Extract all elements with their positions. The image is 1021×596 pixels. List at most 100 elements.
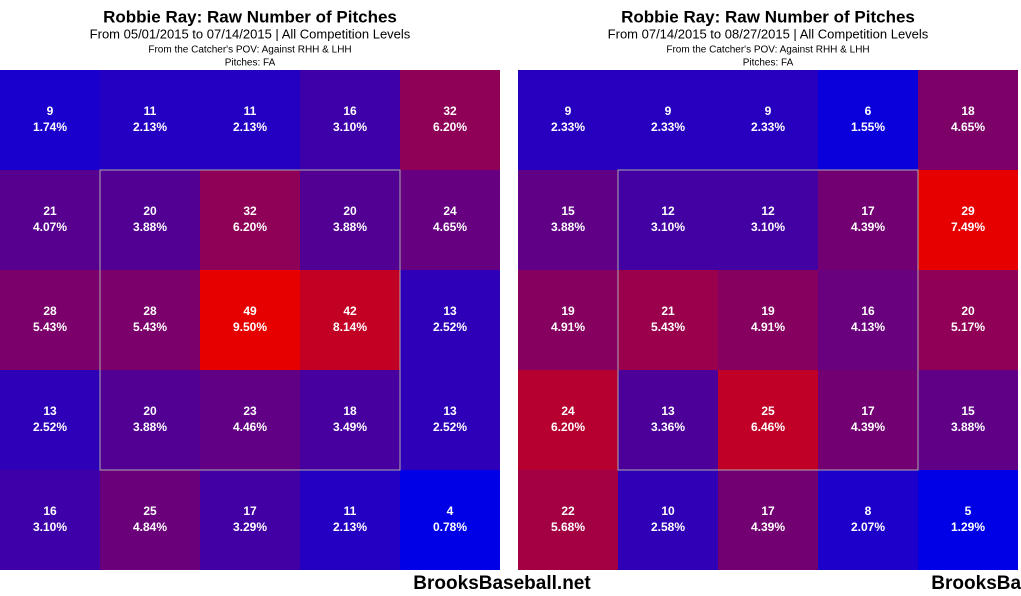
heat-cell <box>300 370 400 470</box>
cell-count: 42 <box>343 304 357 318</box>
heat-cell <box>300 270 400 370</box>
cell-percent: 2.52% <box>433 320 467 334</box>
cell-count: 32 <box>243 204 257 218</box>
cell-count: 13 <box>443 404 457 418</box>
cell-percent: 3.10% <box>333 120 367 134</box>
cell-percent: 3.49% <box>333 420 367 434</box>
heat-cell <box>400 70 500 170</box>
cell-count: 16 <box>343 104 357 118</box>
cell-percent: 2.33% <box>551 120 585 134</box>
cell-percent: 4.91% <box>751 320 785 334</box>
cell-count: 16 <box>861 304 875 318</box>
chart-pitches: Pitches: FA <box>743 58 794 69</box>
strike-zone <box>617 169 919 471</box>
cell-count: 22 <box>561 504 575 518</box>
cell-count: 23 <box>243 404 257 418</box>
cell-count: 15 <box>561 204 575 218</box>
cell-percent: 3.88% <box>333 220 367 234</box>
cell-count: 9 <box>765 104 772 118</box>
chart-subtitle: From 07/14/2015 to 08/27/2015 | All Comp… <box>608 26 929 41</box>
cell-count: 29 <box>961 204 975 218</box>
heat-cell <box>200 70 300 170</box>
cell-percent: 2.52% <box>433 420 467 434</box>
heat-cell <box>0 70 100 170</box>
cell-percent: 3.10% <box>751 220 785 234</box>
heat-cell <box>618 370 718 470</box>
cell-percent: 3.88% <box>551 220 585 234</box>
cell-percent: 9.50% <box>233 320 267 334</box>
heat-cell <box>100 70 200 170</box>
cell-count: 8 <box>865 504 872 518</box>
chart-note: From the Catcher's POV: Against RHH & LH… <box>148 45 351 56</box>
cell-count: 28 <box>43 304 57 318</box>
heat-cell <box>718 370 818 470</box>
cell-count: 20 <box>143 404 157 418</box>
heat-cell <box>918 370 1018 470</box>
cell-count: 18 <box>343 404 357 418</box>
heat-cell <box>400 470 500 570</box>
cell-count: 9 <box>47 104 54 118</box>
cell-count: 17 <box>243 504 257 518</box>
chart-subtitle: From 05/01/2015 to 07/14/2015 | All Comp… <box>90 26 411 41</box>
heat-cell <box>818 70 918 170</box>
cell-count: 12 <box>661 204 675 218</box>
heat-cell <box>518 270 618 370</box>
cell-count: 10 <box>661 504 675 518</box>
cell-percent: 5.68% <box>551 520 585 534</box>
cell-count: 17 <box>861 204 875 218</box>
heat-cell <box>718 270 818 370</box>
heat-cell <box>618 170 718 270</box>
cell-count: 5 <box>965 504 972 518</box>
heat-cell <box>200 470 300 570</box>
heat-cell <box>200 170 300 270</box>
cell-percent: 2.33% <box>651 120 685 134</box>
heat-cell <box>818 470 918 570</box>
heat-cell <box>300 170 400 270</box>
cell-percent: 3.88% <box>951 420 985 434</box>
heat-cell <box>518 170 618 270</box>
chart-title: Robbie Ray: Raw Number of Pitches <box>621 7 915 26</box>
cell-percent: 6.20% <box>233 220 267 234</box>
heat-cell <box>200 370 300 470</box>
heat-cell <box>918 470 1018 570</box>
cell-count: 4 <box>447 504 454 518</box>
cell-percent: 4.39% <box>851 220 885 234</box>
heat-cell <box>200 270 300 370</box>
cell-count: 12 <box>761 204 775 218</box>
heat-cell <box>618 470 718 570</box>
cell-count: 25 <box>143 504 157 518</box>
heat-cell <box>0 170 100 270</box>
cell-percent: 1.55% <box>851 120 885 134</box>
cell-count: 49 <box>243 304 257 318</box>
cell-percent: 1.29% <box>951 520 985 534</box>
cell-count: 17 <box>861 404 875 418</box>
cell-percent: 1.74% <box>33 120 67 134</box>
cell-percent: 3.88% <box>133 420 167 434</box>
cell-percent: 4.39% <box>851 420 885 434</box>
cell-percent: 4.46% <box>233 420 267 434</box>
cell-count: 19 <box>561 304 575 318</box>
cell-percent: 5.43% <box>33 320 67 334</box>
cell-percent: 2.07% <box>851 520 885 534</box>
watermark: BrooksBaseball.net <box>931 573 1021 594</box>
cell-count: 21 <box>43 204 57 218</box>
cell-count: 11 <box>244 104 257 118</box>
cell-count: 24 <box>561 404 575 418</box>
cell-percent: 5.17% <box>951 320 985 334</box>
cell-percent: 3.10% <box>33 520 67 534</box>
cell-percent: 2.13% <box>233 120 267 134</box>
cell-percent: 4.65% <box>951 120 985 134</box>
heat-cell <box>300 70 400 170</box>
cell-percent: 4.84% <box>133 520 167 534</box>
cell-percent: 4.13% <box>851 320 885 334</box>
cell-percent: 3.36% <box>651 420 685 434</box>
cell-percent: 4.07% <box>33 220 67 234</box>
heat-cell <box>518 370 618 470</box>
cell-percent: 6.46% <box>751 420 785 434</box>
cell-percent: 4.65% <box>433 220 467 234</box>
heat-cell <box>400 270 500 370</box>
cell-percent: 5.43% <box>133 320 167 334</box>
heat-cell <box>918 70 1018 170</box>
cell-percent: 3.29% <box>233 520 267 534</box>
